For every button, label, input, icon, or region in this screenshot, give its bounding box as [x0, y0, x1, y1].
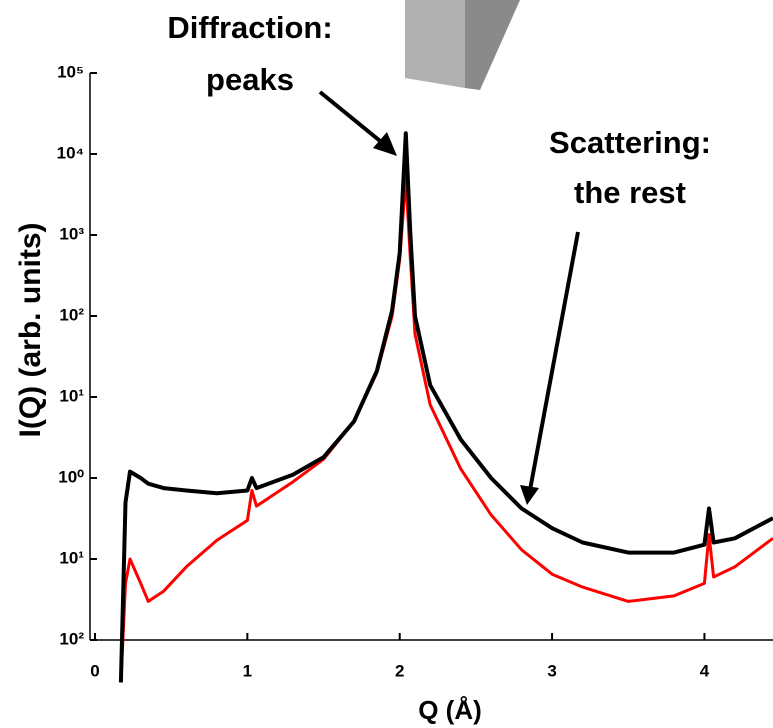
x-tick-label: 1 [243, 661, 252, 680]
y-tick-label: 10² [59, 629, 84, 648]
y-tick-label: 10¹ [59, 386, 84, 405]
y-tick-label: 10⁴ [57, 143, 84, 162]
annotation: Scattering: [549, 125, 711, 160]
detector-face [405, 0, 465, 88]
annotation: Diffraction: [167, 10, 332, 45]
annotation: the rest [574, 175, 686, 210]
plot-area [118, 131, 773, 683]
x-tick-label: 3 [547, 661, 556, 680]
data-line [119, 176, 773, 683]
x-tick-label: 2 [395, 661, 404, 680]
arrows [318, 90, 580, 505]
data-line [118, 131, 773, 683]
y-axis-label: I(Q) (arb. units) [14, 223, 47, 438]
x-axis-label: Q (Å) [418, 695, 482, 725]
y-tick-label: 10³ [59, 224, 84, 243]
x-tick-label: 0 [90, 661, 99, 680]
detector-side [465, 0, 520, 90]
x-tick-label: 4 [700, 661, 710, 680]
annotation: peaks [206, 62, 294, 97]
y-tick-label: 10¹ [59, 548, 84, 567]
y-tick-label: 10⁵ [57, 62, 84, 81]
y-tick-label: 10² [59, 305, 84, 324]
y-tick-label: 10⁰ [58, 467, 84, 486]
